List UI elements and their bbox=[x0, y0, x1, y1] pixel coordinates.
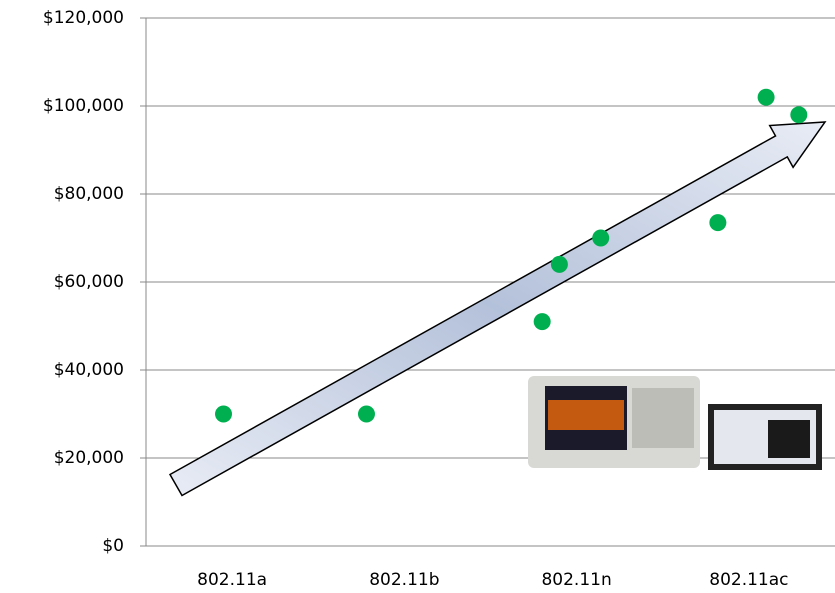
x-tick-label: 802.11b bbox=[369, 570, 439, 590]
x-tick-label: 802.11ac bbox=[709, 570, 788, 590]
instrument-photo bbox=[528, 376, 822, 470]
y-tick-label: $120,000 bbox=[43, 8, 124, 28]
x-tick-label: 802.11a bbox=[197, 570, 267, 590]
point bbox=[709, 214, 726, 231]
laptop-waveform bbox=[768, 420, 810, 458]
y-tick-label: $20,000 bbox=[54, 448, 124, 468]
y-tick-label: $60,000 bbox=[54, 272, 124, 292]
marks bbox=[215, 89, 807, 423]
page: $0 $20,000 $40,000 $60,000 $80,000 $100,000 $1… bbox=[0, 0, 835, 593]
y-tick-label: $40,000 bbox=[54, 360, 124, 380]
x-tick-label: 802.11n bbox=[541, 570, 611, 590]
oscilloscope-panel bbox=[632, 388, 694, 448]
y-tick-label: $100,000 bbox=[43, 96, 124, 116]
y-tick-label: $0 bbox=[102, 536, 124, 556]
y-tick-label: $80,000 bbox=[54, 184, 124, 204]
chart: $0 $20,000 $40,000 $60,000 $80,000 $100,000 $1… bbox=[0, 0, 835, 593]
point bbox=[592, 230, 609, 247]
oscilloscope-trace bbox=[548, 400, 624, 430]
grid-layer: $0 $20,000 $40,000 $60,000 $80,000 $100,000 $1… bbox=[43, 8, 835, 590]
point bbox=[551, 256, 568, 273]
point bbox=[358, 406, 375, 423]
point bbox=[534, 313, 551, 330]
point bbox=[758, 89, 775, 106]
point bbox=[215, 406, 232, 423]
point bbox=[790, 106, 807, 123]
